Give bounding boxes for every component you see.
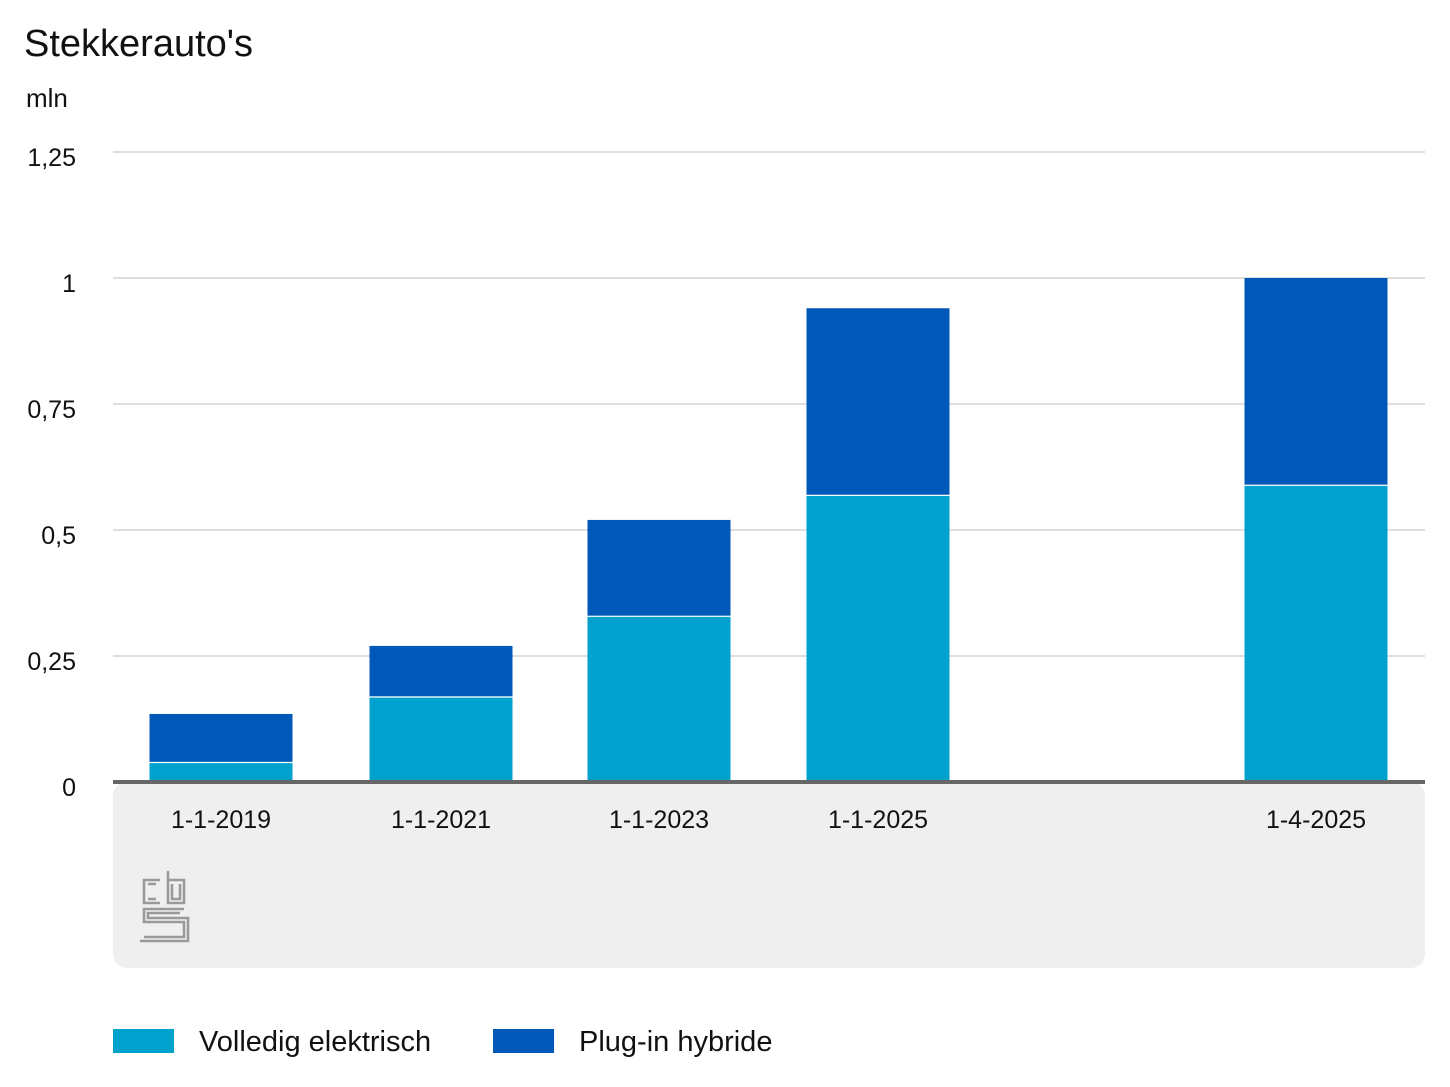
- bar-plug-in-hybride: [149, 713, 293, 762]
- y-tick-label: 1,25: [27, 144, 76, 172]
- y-axis-ticks: 0 0,25 0,5 0,75 1 1,25: [27, 144, 76, 802]
- y-tick-label: 0,5: [41, 522, 76, 550]
- bar-volledig-elektrisch: [1244, 484, 1388, 782]
- y-tick-label: 1: [62, 270, 76, 298]
- x-tick-label: 1-1-2023: [609, 806, 709, 834]
- y-tick-label: 0,25: [27, 648, 76, 676]
- y-axis-unit: mln: [26, 83, 68, 113]
- legend-label: Volledig elektrisch: [199, 1026, 431, 1058]
- y-tick-label: 0,75: [27, 396, 76, 424]
- gridlines: [113, 151, 1425, 657]
- x-tick-label: 1-1-2025: [828, 806, 928, 834]
- legend-swatch: [493, 1029, 554, 1053]
- bar-plug-in-hybride: [1244, 278, 1388, 485]
- bar-plug-in-hybride: [369, 645, 513, 697]
- bar-volledig-elektrisch: [587, 615, 731, 782]
- legend-swatch: [113, 1029, 174, 1053]
- chart-title: Stekkerauto's: [24, 23, 253, 65]
- bar-plug-in-hybride: [587, 519, 731, 616]
- x-tick-label: 1-1-2019: [171, 806, 271, 834]
- bar-volledig-elektrisch: [369, 696, 513, 782]
- bar-volledig-elektrisch: [149, 761, 293, 782]
- legend-label: Plug-in hybride: [579, 1026, 772, 1058]
- bar-plug-in-hybride: [806, 308, 950, 495]
- bars: [149, 278, 1388, 782]
- x-tick-label: 1-1-2021: [391, 806, 491, 834]
- legend: Volledig elektrisch Plug-in hybride: [113, 1026, 772, 1058]
- x-axis-band: [113, 782, 1425, 968]
- y-tick-label: 0: [62, 774, 76, 802]
- cbs-logo: [140, 871, 190, 943]
- bar-volledig-elektrisch: [806, 494, 950, 782]
- x-axis-ticks: 1-1-2019 1-1-2021 1-1-2023 1-1-2025 1-4-2025: [171, 806, 1366, 834]
- x-tick-label: 1-4-2025: [1266, 806, 1366, 834]
